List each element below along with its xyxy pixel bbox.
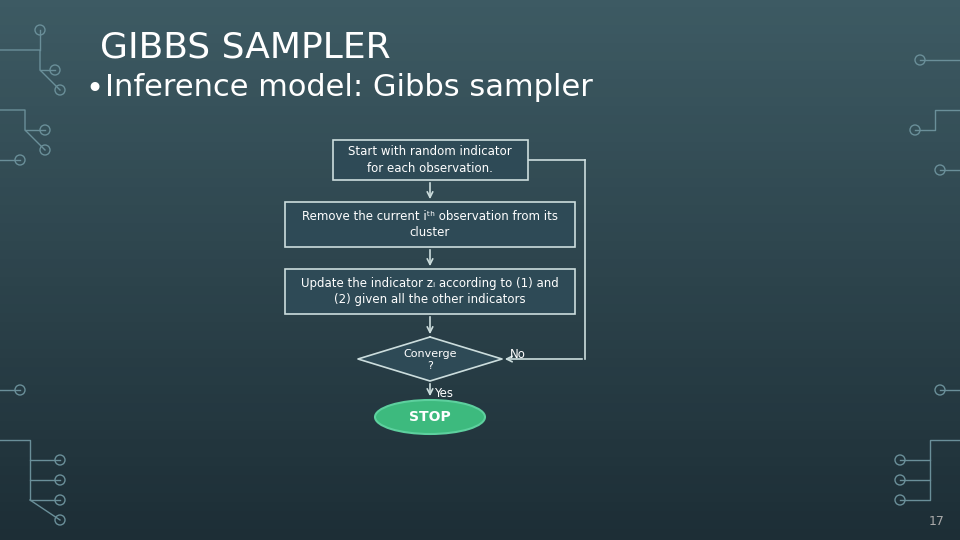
Bar: [0, 161, 960, 171]
Bar: [0, 323, 960, 333]
Text: Inference model: Gibbs sampler: Inference model: Gibbs sampler: [105, 73, 593, 102]
Bar: [0, 125, 960, 135]
Bar: [0, 260, 960, 270]
Bar: [0, 224, 960, 234]
Bar: [0, 287, 960, 297]
Bar: [332, 140, 527, 180]
Bar: [0, 485, 960, 495]
Bar: [0, 476, 960, 486]
Bar: [0, 404, 960, 414]
Text: Converge: Converge: [403, 349, 457, 359]
Bar: [0, 62, 960, 72]
Text: Remove the current iᵗʰ observation from its
cluster: Remove the current iᵗʰ observation from …: [302, 210, 558, 240]
Text: •: •: [85, 75, 103, 104]
Bar: [0, 8, 960, 18]
Text: STOP: STOP: [409, 410, 451, 424]
Bar: [0, 170, 960, 180]
Bar: [0, 197, 960, 207]
Ellipse shape: [375, 400, 485, 434]
Bar: [0, 530, 960, 540]
Bar: [0, 107, 960, 117]
Bar: [0, 395, 960, 405]
Bar: [0, 26, 960, 36]
Bar: [0, 386, 960, 396]
Bar: [0, 314, 960, 324]
Bar: [285, 269, 575, 314]
Bar: [0, 188, 960, 198]
Bar: [0, 359, 960, 369]
Bar: [0, 251, 960, 261]
Bar: [0, 17, 960, 27]
Bar: [0, 341, 960, 351]
Bar: [0, 350, 960, 360]
Bar: [0, 80, 960, 90]
Bar: [0, 179, 960, 189]
Bar: [0, 35, 960, 45]
Text: No: No: [510, 348, 526, 361]
Bar: [0, 215, 960, 225]
Text: ?: ?: [427, 361, 433, 371]
Bar: [0, 305, 960, 315]
Text: 17: 17: [929, 515, 945, 528]
Bar: [0, 521, 960, 531]
Bar: [0, 458, 960, 468]
Bar: [0, 413, 960, 423]
Bar: [0, 512, 960, 522]
Bar: [0, 332, 960, 342]
Text: GIBBS SAMPLER: GIBBS SAMPLER: [100, 30, 391, 64]
Bar: [0, 422, 960, 432]
Bar: [0, 53, 960, 63]
Bar: [0, 44, 960, 54]
Bar: [285, 202, 575, 247]
Bar: [0, 89, 960, 99]
Bar: [0, 278, 960, 288]
Bar: [0, 152, 960, 162]
Text: Start with random indicator
for each observation.: Start with random indicator for each obs…: [348, 145, 512, 175]
Bar: [0, 242, 960, 252]
Bar: [0, 98, 960, 108]
Bar: [0, 431, 960, 441]
Bar: [0, 71, 960, 81]
Bar: [0, 269, 960, 279]
Bar: [0, 467, 960, 477]
Bar: [0, 296, 960, 306]
Bar: [0, 494, 960, 504]
Bar: [0, 377, 960, 387]
Bar: [0, 143, 960, 153]
Bar: [0, 0, 960, 9]
Bar: [0, 116, 960, 126]
Bar: [0, 368, 960, 378]
Bar: [0, 134, 960, 144]
Text: Yes: Yes: [434, 387, 453, 400]
Text: Update the indicator zᵢ according to (1) and
(2) given all the other indicators: Update the indicator zᵢ according to (1)…: [301, 276, 559, 307]
Bar: [0, 233, 960, 243]
Bar: [0, 503, 960, 513]
Bar: [0, 440, 960, 450]
Bar: [0, 449, 960, 459]
Bar: [0, 206, 960, 216]
Polygon shape: [358, 337, 502, 381]
